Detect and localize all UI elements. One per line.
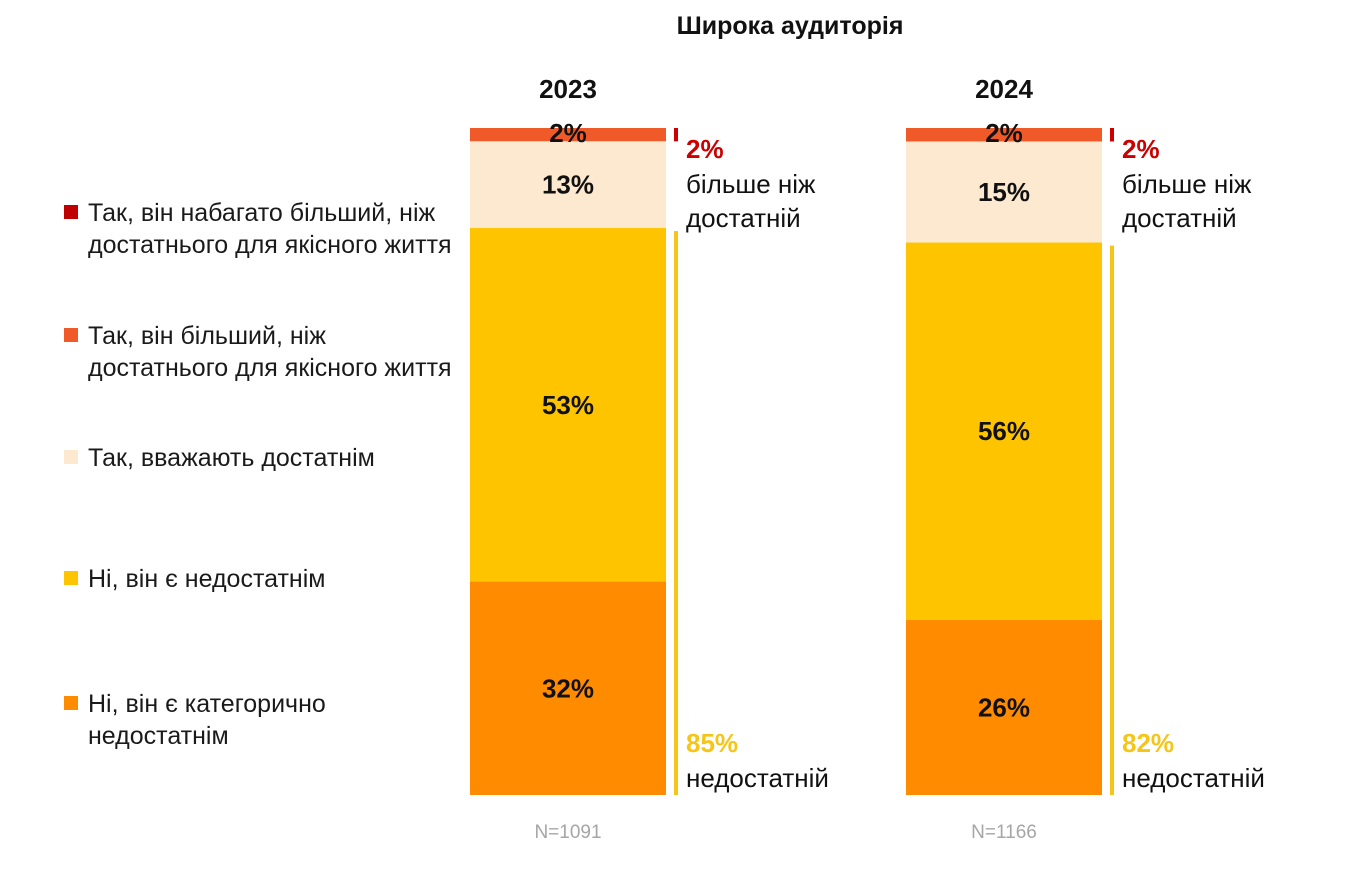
insufficient-value-2024: 82% (1122, 728, 1174, 758)
legend-swatch-much-more (64, 205, 78, 219)
bar-year-label-2023: 2023 (539, 74, 597, 104)
insufficient-label-2024: недостатній (1122, 763, 1265, 793)
bracket-more-2023 (674, 128, 678, 142)
bar-segment-2024-s3 (906, 242, 1102, 620)
more-than-enough-value-2023: 2% (686, 134, 724, 164)
segment-label-2023-s3: 53% (542, 390, 594, 420)
segment-label-2024-s3: 56% (978, 416, 1030, 446)
segment-label-2024-s1: 2% (985, 118, 1023, 148)
bracket-less-2024 (1110, 245, 1114, 796)
sample-size-2024: N=1166 (971, 822, 1037, 843)
legend-swatch-insufficient (64, 571, 78, 585)
bracket-more-2024 (1110, 128, 1114, 142)
bar-segment-2024-s1 (906, 128, 1102, 142)
legend-label-very-insufficient: Ні, він є категорично недостатнім (88, 690, 326, 750)
segment-label-2023-s2: 13% (542, 170, 594, 200)
legend-swatch-more (64, 328, 78, 342)
sample-size-2023: N=1091 (534, 822, 601, 843)
bar-segment-2023-s2 (470, 141, 666, 229)
segment-label-2023-s4: 32% (542, 673, 594, 703)
bar-segment-2023-s1 (470, 128, 666, 142)
bar-segment-2023-s3 (470, 228, 666, 582)
legend-label-much-more: Так, він набагато більший, ніж достатньо… (88, 199, 452, 259)
chart-title: Широка аудиторія (676, 12, 904, 40)
legend-swatch-enough (64, 450, 78, 464)
segment-label-2023-s1: 2% (549, 118, 587, 148)
legend-label-more: Так, він більший, ніж достатнього для як… (88, 322, 452, 382)
segment-label-2024-s4: 26% (978, 692, 1030, 722)
legend-swatch-very-insufficient (64, 696, 78, 710)
insufficient-value-2023: 85% (686, 728, 738, 758)
bar-year-label-2024: 2024 (975, 74, 1033, 104)
insufficient-label-2023: недостатній (686, 763, 829, 793)
legend-label-insufficient: Ні, він є недостатнім (88, 565, 326, 593)
bar-segment-2024-s2 (906, 141, 1102, 243)
bar-segment-2024-s4 (906, 619, 1102, 795)
legend-label-enough: Так, вважають достатнім (88, 444, 375, 472)
bracket-less-2023 (674, 231, 678, 796)
more-than-enough-label-2024: більше ніж достатній (1122, 169, 1252, 233)
segment-label-2024-s2: 15% (978, 177, 1030, 207)
bar-segment-2023-s4 (470, 581, 666, 795)
more-than-enough-value-2024: 2% (1122, 134, 1160, 164)
more-than-enough-label-2023: більше ніж достатній (686, 169, 816, 233)
